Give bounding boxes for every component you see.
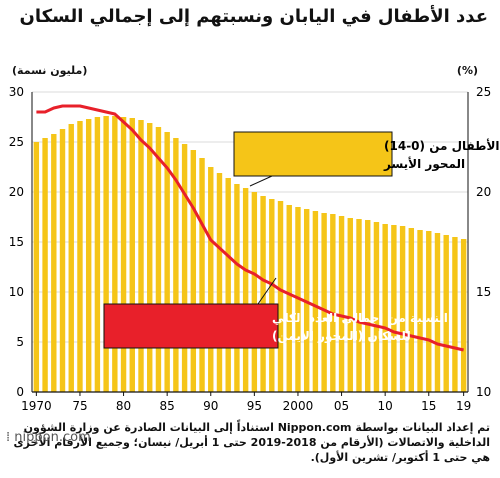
- bar: [426, 231, 432, 392]
- left-axis-unit: (مليون نسمة): [12, 64, 88, 77]
- children-callout-box: [233, 131, 393, 177]
- ratio-callout-text: للسكان (المحور الأيمن): [272, 328, 411, 344]
- bar: [120, 117, 127, 392]
- bar: [155, 127, 162, 392]
- x-tick-label: 10: [378, 399, 393, 413]
- bar: [460, 239, 467, 392]
- children-callout-text: عدد الأطفال من (0-14): [384, 138, 500, 153]
- bar: [286, 205, 292, 392]
- x-tick-label: 80: [116, 399, 131, 413]
- right-tick-label: 15: [476, 285, 491, 299]
- bar: [408, 228, 415, 392]
- bar: [199, 158, 205, 392]
- bar: [330, 214, 336, 392]
- left-tick-label: 25: [9, 135, 24, 149]
- bar: [347, 218, 353, 392]
- x-tick-label: 75: [72, 399, 87, 413]
- x-tick-label: 19: [456, 399, 471, 413]
- bar: [251, 192, 258, 392]
- bar: [312, 211, 319, 392]
- bar: [164, 132, 170, 392]
- bar: [234, 184, 240, 392]
- ratio-line: [36, 104, 464, 352]
- bar: [173, 138, 179, 392]
- logo-text: nippon.com: [14, 430, 91, 445]
- bar: [85, 119, 92, 392]
- bar: [338, 216, 345, 392]
- ratio-callout-leader: [257, 277, 277, 305]
- logo-mark-icon: ⁞: [6, 430, 11, 445]
- x-tick-label: 95: [247, 399, 262, 413]
- left-tick-label: 20: [9, 185, 24, 199]
- x-tick-label: 1970: [21, 399, 52, 413]
- bar: [242, 188, 249, 392]
- nippon-logo: ⁞ nippon.com: [6, 430, 91, 445]
- right-tick-label: 10: [476, 385, 491, 399]
- right-tick-label: 25: [476, 85, 491, 99]
- bar: [94, 117, 101, 392]
- left-tick-label: 15: [9, 235, 24, 249]
- chart-title: عدد الأطفال في اليابان ونسبتهم إلى إجمال…: [19, 6, 488, 27]
- bar: [399, 226, 406, 392]
- x-tick-label: 15: [421, 399, 436, 413]
- bar: [68, 124, 74, 392]
- bar: [277, 201, 284, 392]
- right-tick-label: 20: [476, 185, 491, 199]
- bar: [216, 173, 223, 392]
- ratio-callout-text: النسبة من إجمالي العدد الكلي: [272, 311, 448, 325]
- bar: [77, 121, 83, 392]
- children-callout-leader: [249, 175, 273, 187]
- bar: [434, 233, 441, 392]
- x-tick-label: 2000: [283, 399, 314, 413]
- bar: [112, 116, 118, 392]
- bar: [42, 138, 48, 392]
- bar: [260, 196, 266, 392]
- bar: [129, 118, 135, 392]
- source-note: تم إعداد البيانات بواسطة Nippon.com استن…: [13, 421, 490, 464]
- bar: [33, 142, 40, 392]
- bar: [51, 134, 57, 392]
- bar: [365, 220, 371, 392]
- x-tick-label: 05: [334, 399, 349, 413]
- bar: [103, 116, 109, 392]
- bar: [382, 224, 388, 392]
- children-callout-text: المحور الأيسر: [383, 156, 465, 172]
- bar: [321, 213, 327, 392]
- bar: [417, 230, 423, 392]
- bar: [391, 225, 397, 392]
- bar: [443, 235, 449, 392]
- bar: [208, 167, 214, 392]
- left-tick-label: 10: [9, 285, 24, 299]
- left-tick-label: 30: [9, 85, 24, 99]
- ratio-callout-box: [103, 303, 279, 349]
- bar: [138, 120, 144, 392]
- bar: [225, 178, 231, 392]
- bar: [59, 129, 66, 392]
- x-tick-label: 90: [203, 399, 218, 413]
- left-tick-label: 0: [16, 385, 24, 399]
- bar: [147, 123, 153, 392]
- bar: [181, 144, 188, 392]
- right-axis-unit: (%): [456, 64, 478, 77]
- bar: [269, 199, 275, 392]
- bar: [190, 150, 197, 392]
- bar: [373, 222, 380, 392]
- x-tick-label: 85: [160, 399, 175, 413]
- left-tick-label: 5: [16, 335, 24, 349]
- bar: [356, 219, 362, 392]
- bar: [452, 237, 458, 392]
